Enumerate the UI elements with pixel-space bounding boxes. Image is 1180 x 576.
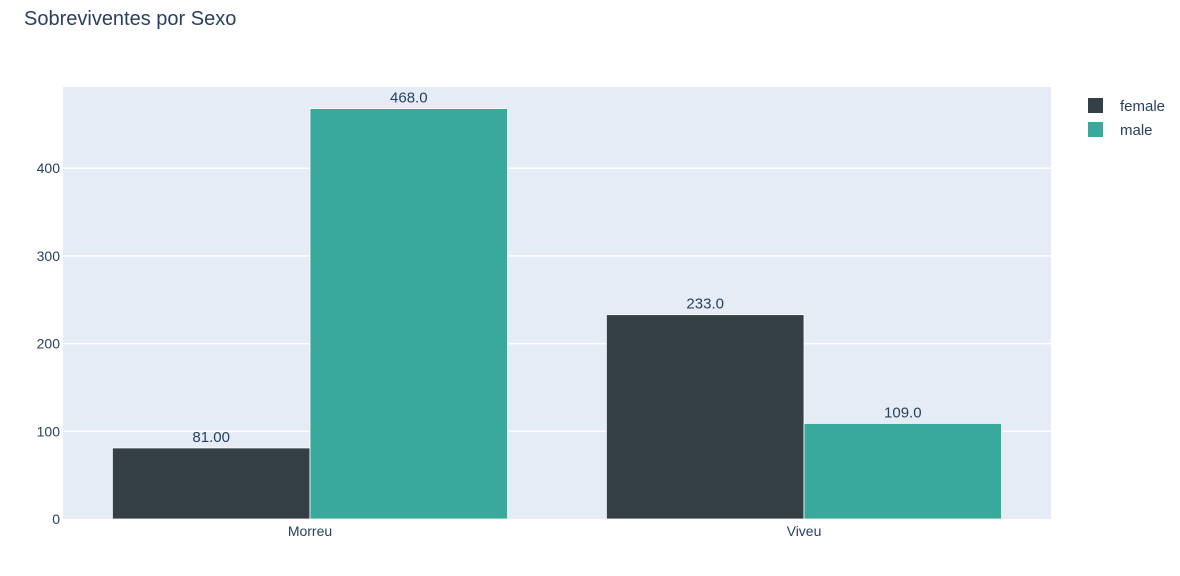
legend-swatch-male: [1088, 122, 1103, 137]
bar-female-morreu: [112, 447, 311, 520]
y-tick-label: 100: [37, 423, 61, 439]
data-labels-layer: 81.00 468.0 233.0 109.0: [192, 90, 921, 446]
y-tick-label: 300: [37, 248, 61, 264]
x-tick-label: Viveu: [787, 523, 822, 539]
bar-male-morreu: [309, 108, 509, 520]
x-axis-ticks: Morreu Viveu: [288, 523, 822, 539]
bars-layer: [112, 108, 1003, 520]
y-tick-label: 0: [52, 511, 60, 527]
y-axis-ticks: 0 100 200 300 400: [37, 160, 61, 527]
data-label-female-viveu: 233.0: [686, 296, 724, 313]
y-tick-label: 200: [37, 336, 61, 352]
legend-label-male: male: [1120, 122, 1153, 139]
legend-label-female: female: [1120, 98, 1165, 115]
bar-male-viveu: [803, 423, 1003, 520]
x-tick-label: Morreu: [288, 523, 332, 539]
bar-female-viveu: [606, 314, 805, 520]
legend-swatch-female: [1088, 98, 1103, 113]
data-label-male-morreu: 468.0: [390, 90, 428, 107]
data-label-female-morreu: 81.00: [192, 429, 230, 446]
data-label-male-viveu: 109.0: [884, 404, 922, 421]
chart-title: Sobreviventes por Sexo: [24, 8, 236, 30]
y-tick-label: 400: [37, 160, 61, 176]
legend: female male: [1088, 98, 1165, 139]
